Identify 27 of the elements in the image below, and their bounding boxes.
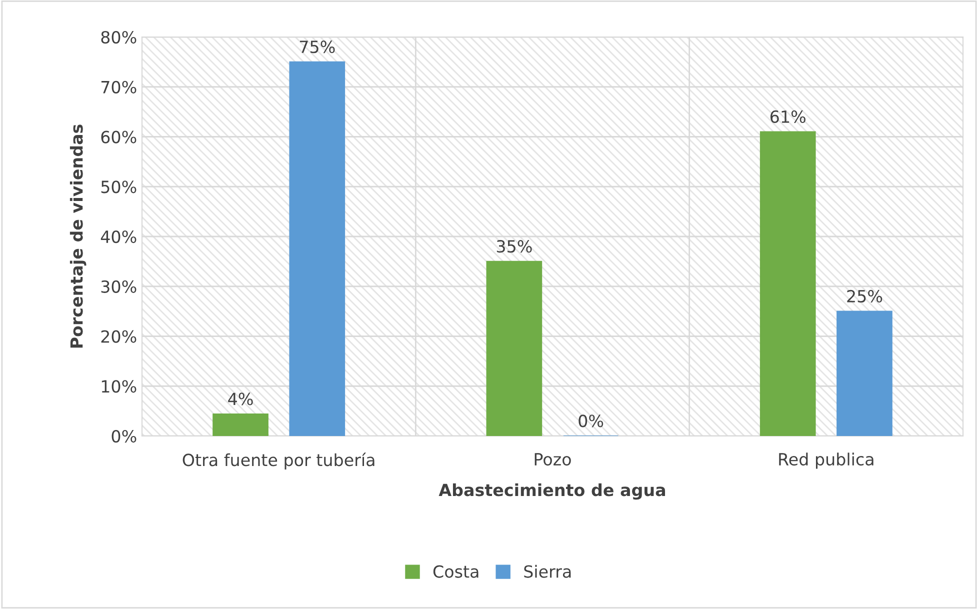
y-axis-title: Porcentaje de viviendas (70, 124, 86, 348)
data-label: 61% (770, 110, 806, 123)
bar (836, 310, 892, 436)
x-tick-label: Otra fuente por tubería (182, 452, 374, 470)
data-label: 75% (300, 40, 335, 54)
legend-label: Sierra (524, 564, 571, 578)
bar (289, 61, 346, 436)
bar (486, 260, 542, 436)
y-tick-label: 70% (101, 80, 136, 94)
y-tick-label: 30% (101, 280, 136, 293)
bar (760, 131, 816, 436)
y-tick-label: 60% (101, 130, 136, 144)
x-tick-label: Pozo (534, 453, 571, 466)
y-tick-label: 0% (112, 430, 136, 443)
data-label: 4% (228, 392, 253, 406)
y-tick-label: 20% (101, 330, 136, 343)
x-tick-label: Red publica (779, 452, 874, 469)
data-label: 0% (578, 414, 604, 428)
y-tick-label: 50% (101, 180, 136, 194)
y-tick-label: 10% (102, 380, 136, 393)
bar (212, 414, 268, 436)
y-tick-label: 80% (101, 30, 136, 44)
y-tick-label: 40% (100, 230, 136, 244)
x-axis-title: Abastecimiento de agua (438, 483, 666, 500)
data-label: 35% (496, 240, 532, 253)
data-label: 25% (847, 290, 882, 303)
legend-label: Costa (433, 565, 478, 578)
